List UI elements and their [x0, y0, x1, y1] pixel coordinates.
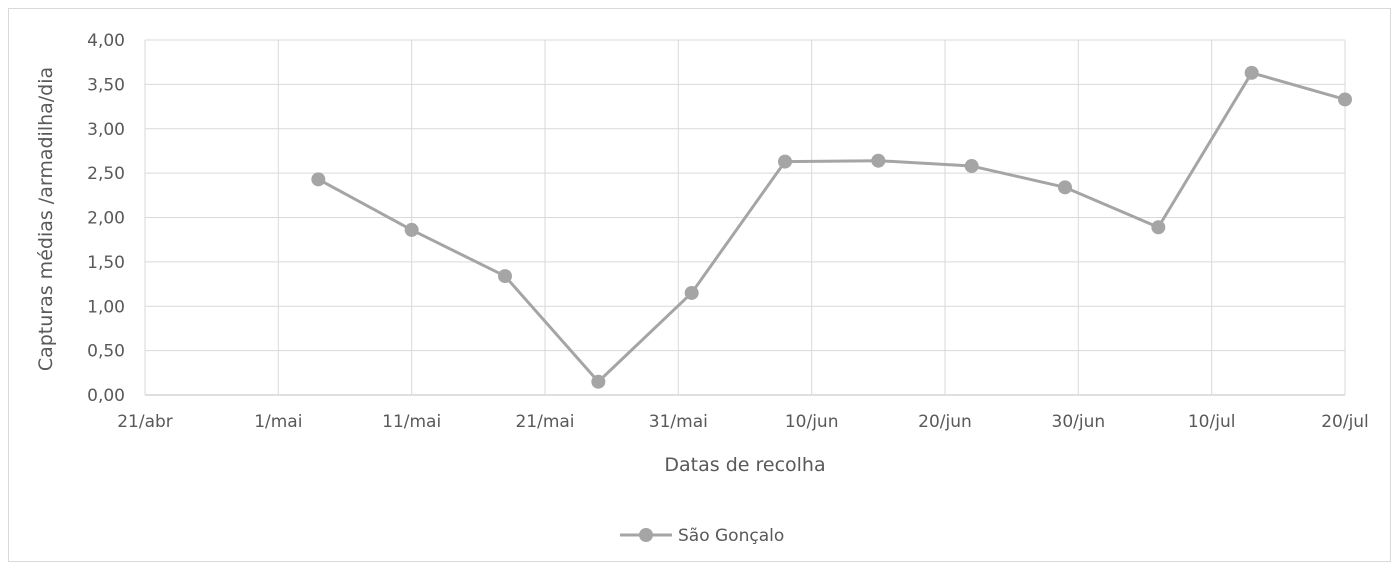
vertical-gridlines — [144, 40, 1346, 395]
series-line — [317, 71, 1346, 384]
y-tick-label: 4,00 — [87, 31, 125, 51]
y-tick-label: 1,00 — [87, 297, 125, 317]
data-point-marker — [871, 153, 886, 168]
x-tick-label: 10/jun — [785, 412, 839, 432]
y-tick-label: 3,50 — [87, 75, 125, 95]
legend-marker — [639, 528, 653, 542]
series-layer — [311, 65, 1352, 389]
y-tick-label: 3,00 — [87, 120, 125, 140]
data-point-marker — [591, 374, 606, 389]
y-tick-label: 2,50 — [87, 164, 125, 184]
x-axis-title: Datas de recolha — [664, 454, 825, 476]
y-tick-label: 2,00 — [87, 209, 125, 229]
data-point-marker — [964, 159, 979, 174]
data-point-marker — [684, 285, 699, 300]
horizontal-gridlines — [145, 39, 1345, 396]
data-point-marker — [404, 222, 419, 237]
data-point-marker — [1338, 92, 1352, 107]
x-tick-label: 21/mai — [515, 412, 574, 432]
x-tick-label: 11/mai — [382, 412, 441, 432]
data-point-marker — [1151, 220, 1166, 235]
y-tick-label: 0,50 — [87, 342, 125, 362]
data-point-marker — [1244, 65, 1259, 80]
x-tick-label: 1/mai — [254, 412, 302, 432]
x-tick-label: 10/jul — [1188, 412, 1236, 432]
data-point-marker — [778, 154, 792, 169]
x-tick-label: 31/mai — [649, 412, 708, 432]
y-tick-label: 1,50 — [87, 253, 125, 273]
x-tick-label: 20/jun — [918, 412, 972, 432]
x-tick-label: 20/jul — [1321, 412, 1369, 432]
legend: São Gonçalo — [620, 526, 784, 546]
data-point-marker — [1058, 180, 1072, 195]
y-axis-ticks: 0,00 0,50 1,00 1,50 2,00 2,50 3,00 3,50 4,00 — [87, 31, 125, 406]
y-tick-label: 0,00 — [87, 386, 125, 406]
x-tick-label: 21/abr — [117, 412, 173, 432]
chart-frame — [8, 8, 1391, 562]
x-axis-ticks: 21/abr 1/mai 11/mai 21/mai 31/mai 10/jun 20/ju… — [117, 412, 1369, 432]
data-point-marker — [498, 269, 512, 284]
x-tick-label: 30/jun — [1052, 412, 1106, 432]
data-point-marker — [311, 172, 326, 187]
legend-label: São Gonçalo — [678, 526, 784, 546]
y-axis-title: Capturas médias /armadilha/dia — [35, 67, 57, 371]
